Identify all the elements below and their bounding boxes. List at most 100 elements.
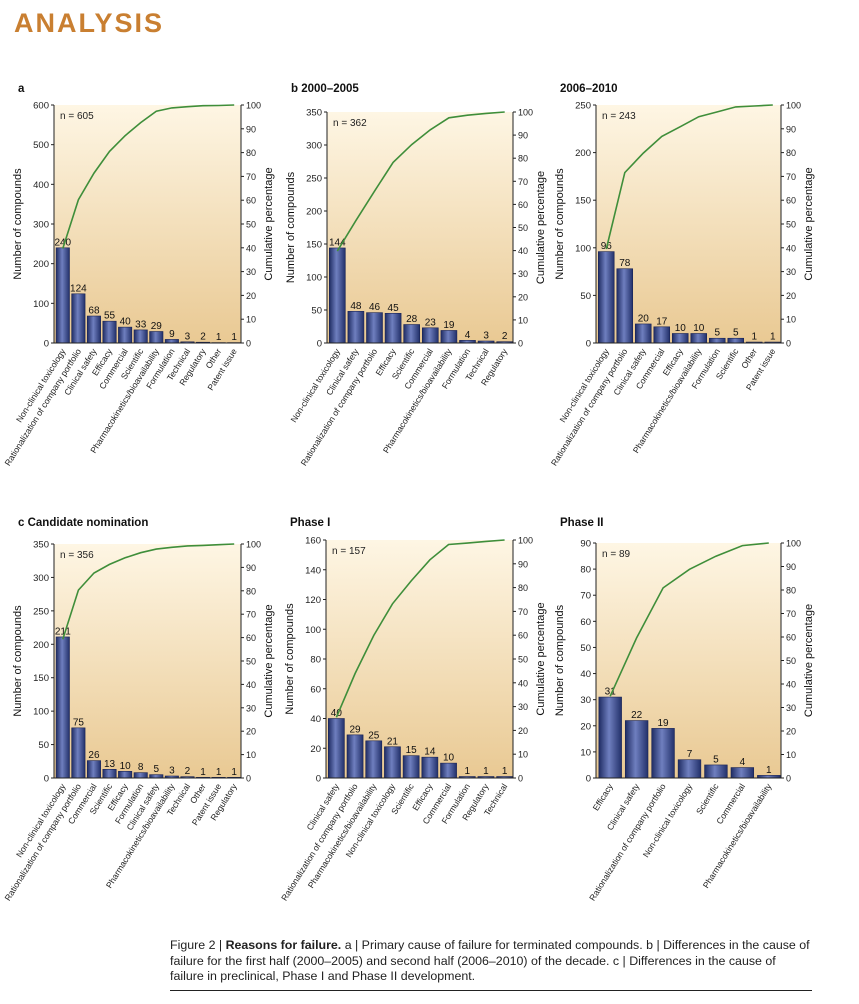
y-tick-label: 0 — [586, 339, 591, 350]
bar — [421, 756, 439, 779]
bar-value-label: 29 — [349, 724, 361, 735]
bar — [653, 326, 671, 344]
y-tick-label: 0 — [586, 774, 591, 785]
y2-tick-label: 50 — [786, 656, 796, 666]
bar-value-label: 1 — [464, 766, 470, 777]
y-tick-label: 200 — [33, 259, 49, 270]
category-tick-label: Efficacy — [591, 781, 616, 812]
panel-title: 2006–2010 — [560, 83, 618, 95]
bar — [440, 330, 458, 344]
y-axis-title: Number of compounds — [12, 168, 24, 280]
y-tick-label: 60 — [580, 617, 591, 628]
y2-tick-label: 30 — [786, 267, 796, 277]
y-tick-label: 50 — [311, 306, 322, 317]
bar-value-label: 31 — [605, 687, 617, 698]
y2-axis-title: Cumulative percentage — [263, 167, 275, 280]
bar-value-label: 25 — [368, 730, 380, 741]
y2-tick-label: 90 — [246, 563, 256, 573]
y2-tick-label: 30 — [246, 267, 256, 277]
y-tick-label: 80 — [580, 565, 591, 576]
y-tick-label: 100 — [305, 625, 321, 636]
bar — [55, 247, 70, 344]
y-tick-label: 50 — [38, 740, 49, 751]
bar — [118, 326, 133, 344]
bar — [403, 324, 420, 344]
bar-value-label: 19 — [658, 718, 670, 729]
caption-title: Reasons for failure. — [225, 938, 342, 952]
bar-value-label: 1 — [200, 767, 206, 778]
bar — [133, 329, 148, 344]
y2-tick-label: 10 — [246, 315, 256, 325]
panel-title: Phase I — [290, 517, 330, 529]
n-count-label: n = 362 — [333, 118, 367, 129]
bar — [634, 323, 652, 344]
y-tick-label: 70 — [580, 591, 591, 602]
bar-value-label: 10 — [675, 323, 687, 334]
y-axis-title: Number of compounds — [554, 168, 566, 280]
n-count-label: n = 157 — [332, 546, 366, 557]
y2-tick-label: 60 — [518, 631, 528, 641]
bar — [366, 312, 383, 344]
y2-tick-label: 80 — [518, 583, 528, 593]
bar — [651, 728, 675, 779]
y2-tick-label: 90 — [786, 562, 796, 572]
bar — [624, 720, 649, 779]
bar — [71, 293, 86, 344]
bar-value-label: 1 — [231, 767, 237, 778]
y2-tick-label: 100 — [246, 101, 261, 111]
bar-value-label: 3 — [169, 765, 175, 776]
y-tick-label: 80 — [310, 655, 321, 666]
y2-axis-title: Cumulative percentage — [803, 604, 815, 717]
bar-value-label: 26 — [88, 750, 100, 761]
category-tick-label: Rationalization of company portfolio — [2, 782, 83, 903]
y2-tick-label: 40 — [246, 243, 256, 253]
n-count-label: n = 605 — [60, 111, 94, 122]
bar — [102, 320, 117, 344]
y2-tick-label: 30 — [786, 703, 796, 713]
bar-value-label: 1 — [216, 767, 222, 778]
y-axis-title: Number of compounds — [554, 604, 566, 716]
bar — [328, 718, 345, 779]
y-tick-label: 300 — [33, 573, 49, 584]
bar-value-label: 3 — [483, 331, 489, 342]
bar-value-label: 10 — [120, 761, 132, 772]
y-tick-label: 100 — [306, 273, 322, 284]
bar — [422, 327, 439, 344]
y2-tick-label: 70 — [518, 607, 528, 617]
bar — [365, 740, 383, 779]
y-axis-title: Number of compounds — [284, 603, 296, 715]
y-tick-label: 150 — [575, 196, 591, 207]
bar — [86, 315, 101, 344]
y-tick-label: 250 — [575, 101, 591, 112]
bar-value-label: 15 — [406, 745, 418, 756]
bar-value-label: 33 — [135, 319, 147, 330]
y-tick-label: 600 — [33, 101, 49, 112]
y2-tick-label: 30 — [518, 269, 528, 279]
y-tick-label: 200 — [33, 640, 49, 651]
bar — [671, 333, 689, 344]
y-tick-label: 0 — [317, 339, 322, 350]
bar — [133, 772, 148, 779]
y2-tick-label: 10 — [246, 750, 256, 760]
bar-value-label: 45 — [388, 303, 400, 314]
bar — [598, 696, 622, 779]
y2-tick-label: 50 — [246, 220, 256, 230]
bar-value-label: 10 — [443, 753, 455, 764]
bar-value-label: 55 — [104, 311, 116, 322]
y2-tick-label: 40 — [246, 680, 256, 690]
bar-value-label: 7 — [687, 749, 693, 760]
bar — [164, 339, 179, 344]
y2-tick-label: 0 — [786, 774, 791, 784]
y-tick-label: 250 — [306, 174, 322, 185]
panel-subtitle: Phase II — [560, 517, 603, 529]
y-tick-label: 50 — [580, 643, 591, 654]
y-tick-label: 140 — [305, 565, 321, 576]
y2-tick-label: 100 — [246, 540, 261, 550]
panel-subtitle: 2000–2005 — [301, 83, 359, 95]
y-tick-label: 30 — [580, 695, 591, 706]
bar-value-label: 75 — [73, 717, 85, 728]
bar-value-label: 1 — [216, 332, 222, 343]
